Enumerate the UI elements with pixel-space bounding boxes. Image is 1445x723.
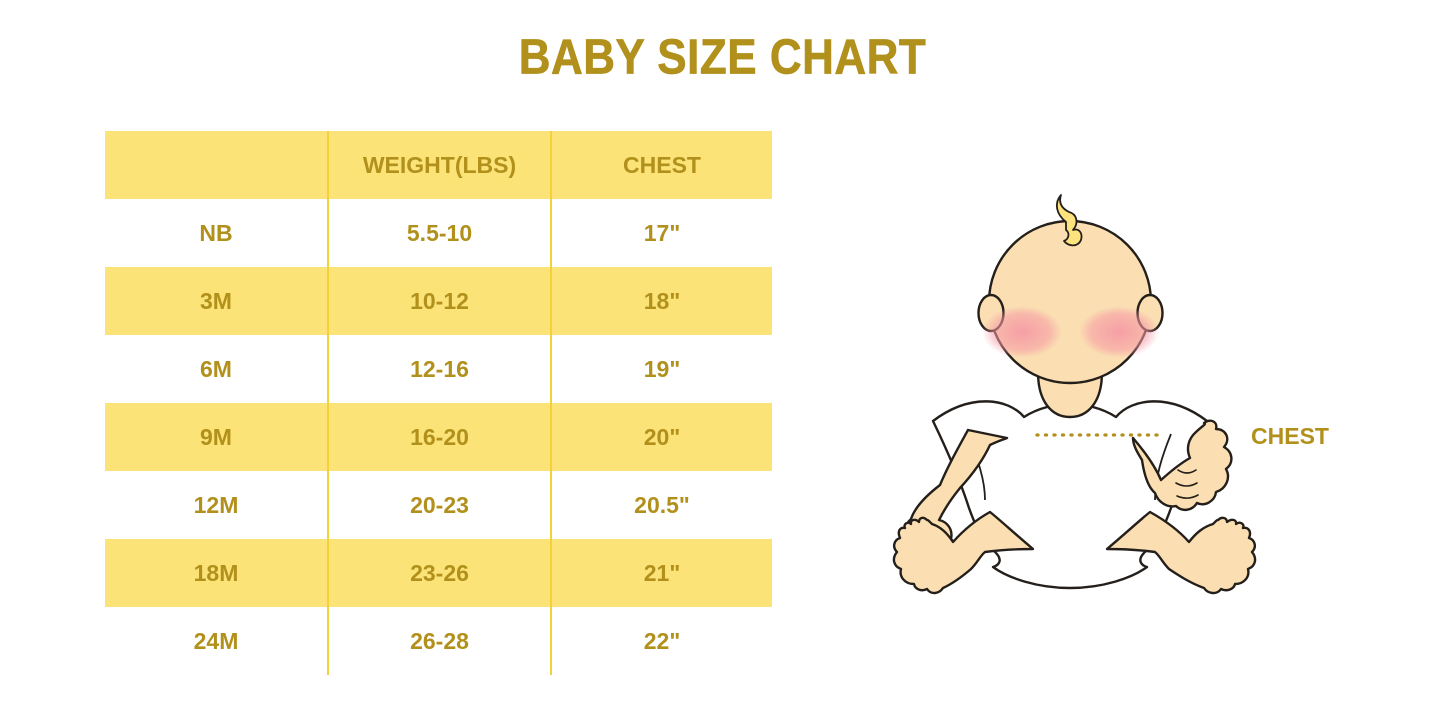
svg-text:CHEST: CHEST xyxy=(1251,423,1329,449)
